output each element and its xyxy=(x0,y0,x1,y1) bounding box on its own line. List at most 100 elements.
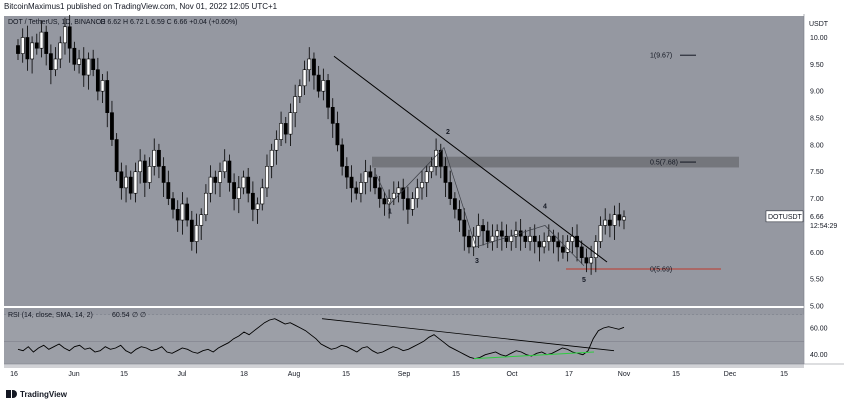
candle xyxy=(452,192,457,219)
candle xyxy=(391,181,396,206)
candle xyxy=(495,224,500,248)
symbol-title: DOT / TetherUS, 1D, BINANCE xyxy=(8,19,106,26)
candle xyxy=(227,154,232,192)
candle xyxy=(189,210,194,251)
x-tick-label: Oct xyxy=(507,371,518,378)
candle-body-down xyxy=(161,166,166,183)
candle xyxy=(481,219,485,246)
candle xyxy=(528,227,532,251)
candle-body-up xyxy=(63,26,67,44)
candle-body-up xyxy=(387,198,392,205)
candle xyxy=(124,165,128,203)
candle-body-down xyxy=(250,192,255,210)
candle xyxy=(236,176,241,214)
last-price-countdown: 12:54:29 xyxy=(810,223,837,230)
brand-name: TradingView xyxy=(20,389,67,399)
candle-body-down xyxy=(401,187,406,199)
candle xyxy=(542,232,547,254)
y-tick-label: 8.50 xyxy=(810,116,824,123)
candle xyxy=(105,71,110,128)
candle-body-up xyxy=(133,171,138,194)
candle-body-up xyxy=(321,80,326,92)
candle-body-down xyxy=(48,53,53,71)
candle xyxy=(471,227,476,257)
footer: TradingView xyxy=(6,388,67,400)
fib-label-0: 1(9.67) xyxy=(650,53,672,60)
candle-body-down xyxy=(349,176,354,189)
candle xyxy=(39,20,44,58)
candle xyxy=(377,176,382,208)
candle xyxy=(579,240,584,265)
candle xyxy=(213,170,218,195)
candle-body-down xyxy=(326,80,330,108)
candle-body-up xyxy=(199,214,204,226)
rsi-value: 60.54 xyxy=(112,312,130,319)
candle-body-down xyxy=(462,219,467,237)
candle xyxy=(241,170,246,195)
descending-trendline xyxy=(333,55,608,263)
publish-header: BitcoinMaximus1 published on TradingView… xyxy=(0,0,850,14)
candle-body-down xyxy=(175,209,180,221)
candle-body-down xyxy=(227,160,232,183)
candle xyxy=(387,189,392,219)
candle xyxy=(77,49,81,74)
candle-body-up xyxy=(297,85,302,97)
candle-body-down xyxy=(171,198,175,210)
candle xyxy=(157,143,161,179)
candle-body-down xyxy=(312,58,316,76)
candle xyxy=(622,210,626,230)
candle xyxy=(34,33,39,55)
candle xyxy=(551,229,556,254)
candle xyxy=(91,49,96,77)
candle-body-up xyxy=(241,176,246,189)
candle xyxy=(321,68,326,101)
candle-body-down xyxy=(110,112,114,140)
candle xyxy=(424,165,429,197)
candle-body-down xyxy=(537,241,542,248)
candle-body-down xyxy=(44,31,49,54)
candle-body-down xyxy=(561,246,565,253)
candle xyxy=(67,14,72,63)
candle-body-up xyxy=(471,235,476,248)
candle-body-down xyxy=(556,241,561,248)
candle-body-up xyxy=(138,160,143,173)
candle-body-down xyxy=(105,80,110,113)
y-tick-label: 9.50 xyxy=(810,62,824,69)
candle xyxy=(368,165,373,192)
candle xyxy=(269,143,274,179)
chart-canvas[interactable]: 1(9.67) 0.5(7.68) 0(5.69) 1 2 3 4 5 USDT 10.00 9.5… xyxy=(4,14,844,385)
candle xyxy=(72,41,77,71)
candle xyxy=(222,149,227,179)
candle-body-up xyxy=(612,214,617,226)
rsi-label: RSI (14, close, SMA, 14, 2) xyxy=(8,312,93,319)
candle-body-up xyxy=(307,58,312,71)
candle-body-up xyxy=(415,187,420,199)
rsi-y-tick: 60.00 xyxy=(810,326,828,333)
candle-body-up xyxy=(424,171,429,183)
candle xyxy=(363,159,368,195)
rsi-line xyxy=(17,318,625,360)
candle xyxy=(288,103,293,146)
candle-body-up xyxy=(218,171,222,183)
candle-body-up xyxy=(542,241,547,248)
candle xyxy=(279,111,283,146)
rsi-trendline xyxy=(321,318,615,352)
candle-body-up xyxy=(622,216,626,221)
candle-body-up xyxy=(589,257,594,264)
x-tick-label: 17 xyxy=(565,371,573,378)
y-tick-label: 9.00 xyxy=(810,89,824,96)
candle xyxy=(100,74,105,103)
candle-body-down xyxy=(189,219,194,242)
candle xyxy=(95,57,100,101)
x-tick-label: Jul xyxy=(178,371,187,378)
candle-body-up xyxy=(293,96,298,113)
candle-body-down xyxy=(166,182,171,199)
candle-body-down xyxy=(443,166,448,183)
y-tick-label: 7.00 xyxy=(810,196,824,203)
candle-body-down xyxy=(91,58,96,71)
candle-body-down xyxy=(81,58,86,76)
candle xyxy=(274,130,279,165)
candle-body-up xyxy=(514,230,518,237)
candle-body-down xyxy=(406,198,410,210)
candle-body-down xyxy=(584,257,589,264)
